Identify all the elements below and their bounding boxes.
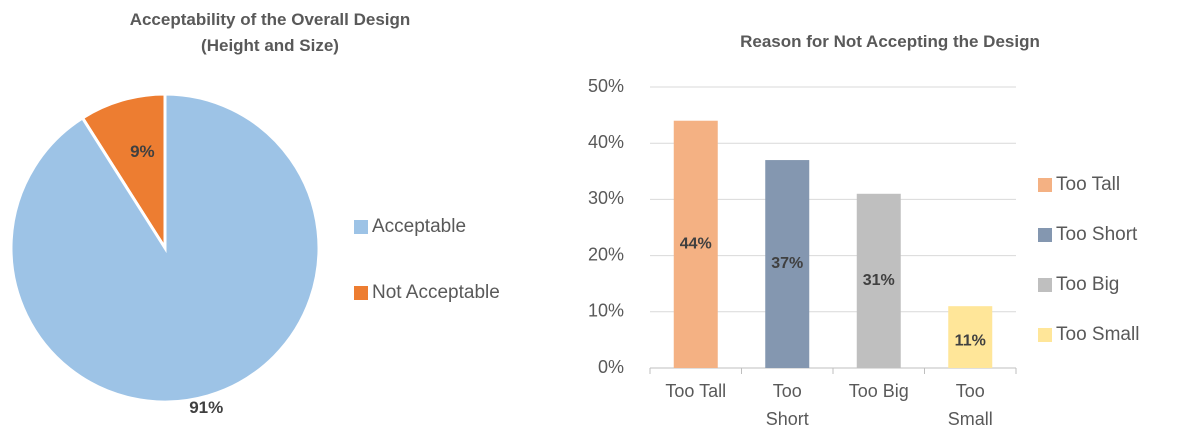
- bar-too-big: [856, 193, 901, 368]
- bar-legend-swatch-too-short: [1038, 228, 1052, 242]
- pie-chart-title-line1: Acceptability of the Overall Design: [129, 10, 411, 29]
- x-tick-label-too-small: Too: [956, 381, 985, 401]
- bar-chart-title: Reason for Not Accepting the Design: [740, 32, 1040, 51]
- y-tick-label: 0%: [598, 357, 624, 377]
- bar-legend-label-too-big: Too Big: [1056, 274, 1120, 295]
- bar-too-tall: [673, 120, 718, 368]
- x-tick-label-too-short: Too: [773, 381, 802, 401]
- pie-legend-label-acceptable: Acceptable: [372, 216, 467, 237]
- y-tick-label: 40%: [588, 132, 624, 152]
- x-tick-label-too-big: Too Big: [849, 381, 909, 401]
- bar-legend-swatch-too-tall: [1038, 178, 1052, 192]
- bar-data-label-too-big: 31%: [863, 272, 895, 289]
- y-tick-label: 30%: [588, 188, 624, 208]
- bar-data-label-too-small: 11%: [955, 332, 986, 349]
- bar-legend-label-too-tall: Too Tall: [1056, 174, 1121, 195]
- pie-chart: 9% 91%: [9, 92, 321, 417]
- bar-data-label-too-short: 37%: [771, 255, 803, 272]
- bar-legend-swatch-too-small: [1038, 328, 1052, 342]
- pie-slice-acceptable: [9, 92, 321, 404]
- bar-legend-label-too-short: Too Short: [1056, 224, 1138, 245]
- pie-chart-panel: Acceptability of the Overall Design (Hei…: [0, 0, 560, 437]
- y-tick-label: 50%: [588, 76, 624, 96]
- x-tick-label-too-small: Small: [948, 409, 993, 429]
- y-tick-label: 10%: [588, 301, 624, 321]
- bar-legend-swatch-too-big: [1038, 278, 1052, 292]
- x-tick-label-too-tall: Too Tall: [665, 381, 726, 401]
- pie-slice-not-acceptable: [80, 92, 167, 254]
- y-tick-label: 20%: [588, 244, 624, 264]
- pie-legend-swatch-acceptable: [354, 220, 368, 234]
- pie-data-label-not-acceptable: 9%: [130, 142, 155, 161]
- pie-legend-label-not-acceptable: Not Acceptable: [372, 282, 500, 303]
- bar-chart: 0% 10% 20% 30% 40% 50% 44% Too Tall 37% Too Short 3…: [588, 76, 1017, 429]
- pie-legend-swatch-not-acceptable: [354, 286, 368, 300]
- bar-chart-panel: Reason for Not Accepting the Design 0% 10…: [560, 0, 1178, 437]
- x-tick-label-too-short: Short: [766, 409, 809, 429]
- bar-too-small: [948, 306, 993, 368]
- bar-data-label-too-tall: 44%: [680, 236, 712, 253]
- pie-chart-title-line2: (Height and Size): [201, 36, 339, 55]
- pie-data-label-acceptable: 91%: [189, 398, 223, 417]
- bar-too-short: [765, 160, 810, 368]
- bar-legend-label-too-small: Too Small: [1056, 324, 1140, 345]
